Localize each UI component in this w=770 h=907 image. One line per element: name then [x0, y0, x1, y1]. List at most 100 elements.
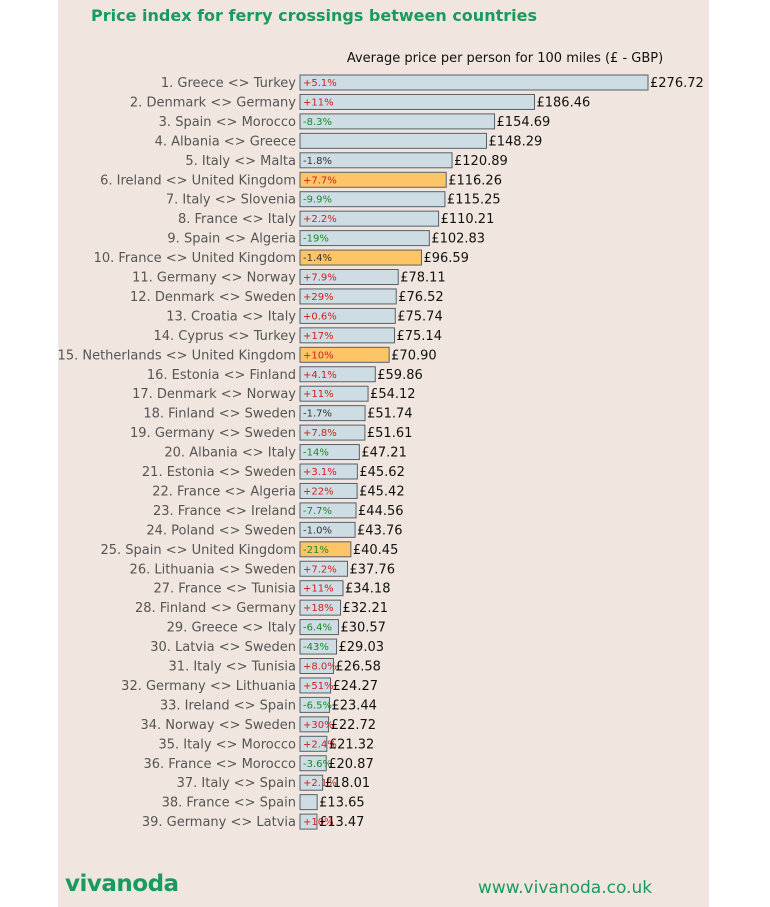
value-label: £75.14: [396, 329, 442, 344]
value-label: £29.03: [339, 640, 385, 655]
change-label: -19%: [303, 234, 329, 245]
value-label: £78.11: [400, 271, 446, 286]
change-label: +29%: [303, 292, 334, 303]
value-label: £26.58: [335, 660, 381, 675]
bar: [299, 599, 342, 616]
bar: [299, 424, 366, 441]
category-label: 19. Germany <> Sweden: [130, 426, 296, 441]
category-label: 10. France <> United Kingdom: [94, 251, 296, 266]
value-label: £32.21: [343, 601, 389, 616]
category-label: 24. Poland <> Sweden: [146, 523, 296, 538]
value-label: £54.12: [370, 387, 416, 402]
value-label: £18.01: [325, 776, 371, 791]
bar: [299, 191, 446, 208]
change-label: +7.8%: [303, 428, 337, 439]
change-label: +17%: [303, 331, 334, 342]
category-label: 26. Lithuania <> Sweden: [130, 562, 296, 577]
change-label: -14%: [303, 448, 329, 459]
category-label: 35. Italy <> Morocco: [159, 737, 297, 752]
change-label: +22%: [303, 486, 334, 497]
category-label: 20. Albania <> Italy: [164, 446, 296, 461]
value-label: £110.21: [441, 212, 495, 227]
change-label: +3.1%: [303, 467, 337, 478]
chart-title: Price index for ferry crossings between …: [91, 6, 537, 25]
bar: [299, 385, 369, 402]
bar: [299, 113, 496, 130]
bar: [299, 638, 338, 655]
bar: [299, 346, 390, 363]
category-label: 30. Latvia <> Sweden: [150, 640, 296, 655]
value-label: £47.21: [361, 446, 407, 461]
bar: [299, 93, 535, 110]
bar: [299, 716, 330, 733]
change-label: +7.7%: [303, 175, 337, 186]
bar: [299, 210, 440, 227]
change-label: -1.4%: [303, 253, 332, 264]
category-label: 5. Italy <> Malta: [185, 154, 296, 169]
bar: [299, 696, 330, 713]
change-label: +4.1%: [303, 370, 337, 381]
vivanoda-logo[interactable]: vivanoda: [65, 871, 179, 897]
bar: [299, 813, 318, 830]
category-label: 27. France <> Tunisia: [154, 582, 297, 597]
change-label: +2.2%: [303, 214, 337, 225]
value-label: £20.87: [328, 757, 374, 772]
category-label: 37. Italy <> Spain: [177, 776, 296, 791]
value-label: £76.52: [398, 290, 444, 305]
category-label: 9. Spain <> Algeria: [167, 232, 296, 247]
change-label: +10%: [303, 817, 334, 828]
bar: [299, 444, 360, 461]
value-label: £45.42: [359, 484, 405, 499]
change-label: -6.5%: [303, 700, 332, 711]
bar: [299, 580, 344, 597]
category-label: 23. France <> Ireland: [153, 504, 296, 519]
category-label: 17. Denmark <> Norway: [132, 387, 296, 402]
category-label: 33. Ireland <> Spain: [160, 698, 296, 713]
bar: [299, 774, 324, 791]
value-label: £23.44: [331, 698, 377, 713]
category-label: 31. Italy <> Tunisia: [169, 660, 296, 675]
value-label: £115.25: [447, 193, 501, 208]
value-label: £22.72: [331, 718, 377, 733]
category-label: 22. France <> Algeria: [152, 484, 296, 499]
change-label: +30%: [303, 720, 334, 731]
change-label: +10%: [303, 350, 334, 361]
value-label: £51.61: [367, 426, 413, 441]
change-label: -1.7%: [303, 409, 332, 420]
category-label: 7. Italy <> Slovenia: [166, 193, 296, 208]
category-label: 39. Germany <> Latvia: [142, 815, 296, 830]
bar: [299, 74, 649, 91]
value-label: £96.59: [423, 251, 469, 266]
bar: [299, 755, 327, 772]
value-label: £51.74: [367, 407, 413, 422]
change-label: -21%: [303, 545, 329, 556]
value-label: £102.83: [431, 232, 485, 247]
change-label: +11%: [303, 389, 334, 400]
value-label: £13.47: [319, 815, 365, 830]
category-label: 34. Norway <> Sweden: [140, 718, 296, 733]
value-label: £24.27: [333, 679, 379, 694]
category-label: 28. Finland <> Germany: [135, 601, 296, 616]
change-label: +8.0%: [303, 662, 337, 673]
change-label: +7.9%: [303, 273, 337, 284]
bar: [299, 677, 332, 694]
bar: [299, 482, 358, 499]
value-label: £120.89: [454, 154, 508, 169]
change-label: +0.6%: [303, 311, 337, 322]
value-label: £45.62: [359, 465, 405, 480]
value-label: £43.76: [357, 523, 403, 538]
bar: [299, 307, 396, 324]
bar: [299, 230, 430, 247]
category-label: 36. France <> Morocco: [143, 757, 296, 772]
bar: [299, 560, 348, 577]
bar: [299, 366, 376, 383]
bar: [299, 794, 318, 811]
category-label: 38. France <> Spain: [162, 796, 296, 811]
category-label: 6. Ireland <> United Kingdom: [100, 173, 296, 188]
bar: [299, 288, 397, 305]
change-label: +11%: [303, 584, 334, 595]
website-link[interactable]: www.vivanoda.co.uk: [478, 878, 653, 898]
bar: [299, 541, 352, 558]
bar: [299, 502, 357, 519]
